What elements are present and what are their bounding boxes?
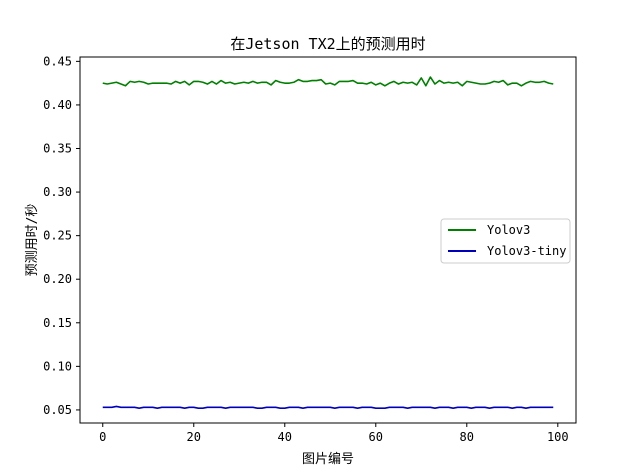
x-axis-label: 图片编号 [302, 452, 354, 467]
y-tick-label: 0.40 [43, 98, 72, 112]
x-tick-label: 60 [369, 430, 383, 444]
y-tick-label: 0.35 [43, 142, 72, 156]
legend-label-yolov3-tiny: Yolov3-tiny [487, 244, 566, 258]
x-tick-label: 40 [278, 430, 292, 444]
legend: Yolov3 Yolov3-tiny [440, 218, 571, 264]
legend-label-yolov3: Yolov3 [487, 223, 530, 237]
y-tick-label: 0.15 [43, 316, 72, 330]
x-tick-label: 100 [547, 430, 569, 444]
x-tick-label: 0 [99, 430, 106, 444]
x-tick-label: 20 [187, 430, 201, 444]
series-line-yolov3 [102, 76, 554, 87]
y-tick-label: 0.20 [43, 272, 72, 286]
y-tick-label: 0.25 [43, 229, 72, 243]
chart-title: 在Jetson TX2上的预测用时 [230, 35, 425, 53]
plot-frame [79, 56, 577, 424]
y-axis-label: 预测用时/秒 [25, 204, 40, 277]
y-tick-label: 0.05 [43, 403, 72, 417]
series-line-yolov3-tiny [102, 405, 554, 409]
y-tick-label: 0.45 [43, 54, 72, 68]
y-tick-label: 0.30 [43, 185, 72, 199]
y-tick-label: 0.10 [43, 359, 72, 373]
x-tick-label: 80 [460, 430, 474, 444]
